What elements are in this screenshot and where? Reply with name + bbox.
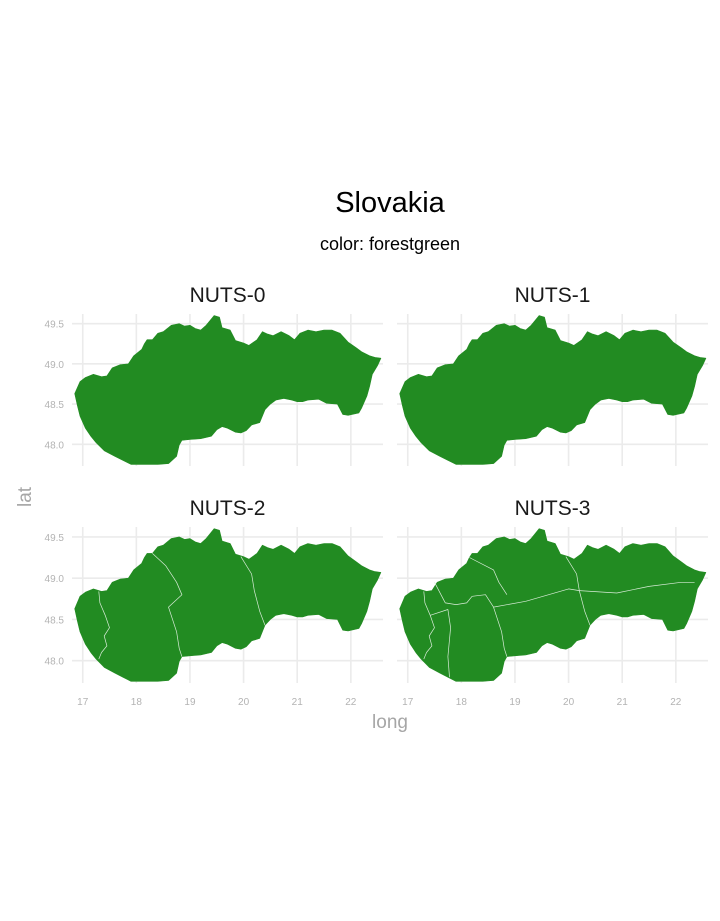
y-tick-label: 49.5 <box>45 320 65 331</box>
x-tick-label: 21 <box>617 697 629 708</box>
y-tick-label: 48.5 <box>45 400 65 411</box>
y-tick-label: 49.5 <box>45 533 65 544</box>
region-border <box>98 591 110 660</box>
y-axis-label: lat <box>15 486 36 507</box>
y-tick-label: 48.0 <box>45 440 65 451</box>
x-tick-label: 19 <box>184 697 196 708</box>
x-tick-label: 21 <box>292 697 304 708</box>
slovakia-shape <box>399 315 707 465</box>
panel-strip-label: NUTS-2 <box>190 497 266 520</box>
figure-title: Slovakia <box>335 187 445 219</box>
region-border <box>152 553 183 657</box>
slovakia-shape <box>74 315 382 465</box>
x-tick-label: 19 <box>509 697 521 708</box>
panel-strip-label: NUTS-3 <box>515 497 591 520</box>
x-tick-label: 20 <box>238 697 250 708</box>
y-tick-label: 49.0 <box>45 574 65 585</box>
panel-nuts-2: NUTS-2 17 18 19 20 21 22 48.0 48.5 49.0 49.5 <box>45 497 383 708</box>
x-tick-label: 22 <box>345 697 357 708</box>
x-tick-label: 18 <box>456 697 468 708</box>
figure-subtitle: color: forestgreen <box>320 234 460 254</box>
panel-grid: NUTS-0 48.0 48.5 49.0 49.5 NUTS-1 NUTS-2 17 18 19… <box>45 284 708 708</box>
x-axis-label: long <box>372 712 408 733</box>
x-tick-label: 18 <box>131 697 143 708</box>
region-border <box>423 591 435 660</box>
panel-strip-label: NUTS-1 <box>515 284 591 307</box>
panel-nuts-3: NUTS-3 17 18 19 20 21 22 <box>397 497 708 708</box>
region-border <box>579 581 695 594</box>
slovakia-shape <box>74 528 382 682</box>
y-tick-label: 48.5 <box>45 615 65 626</box>
x-tick-label: 17 <box>77 697 89 708</box>
panel-nuts-0: NUTS-0 48.0 48.5 49.0 49.5 <box>45 284 383 466</box>
slovakia-shape <box>399 528 707 682</box>
region-border <box>430 609 451 678</box>
x-tick-label: 17 <box>402 697 414 708</box>
panel-strip-label: NUTS-0 <box>190 284 266 307</box>
region-border <box>240 556 266 626</box>
panel-nuts-1: NUTS-1 <box>397 284 708 466</box>
y-tick-label: 48.0 <box>45 657 65 668</box>
region-border <box>493 588 580 608</box>
region-border <box>434 582 508 657</box>
x-tick-label: 22 <box>670 697 682 708</box>
region-border <box>469 557 508 595</box>
x-tick-label: 20 <box>563 697 575 708</box>
y-tick-label: 49.0 <box>45 360 65 371</box>
